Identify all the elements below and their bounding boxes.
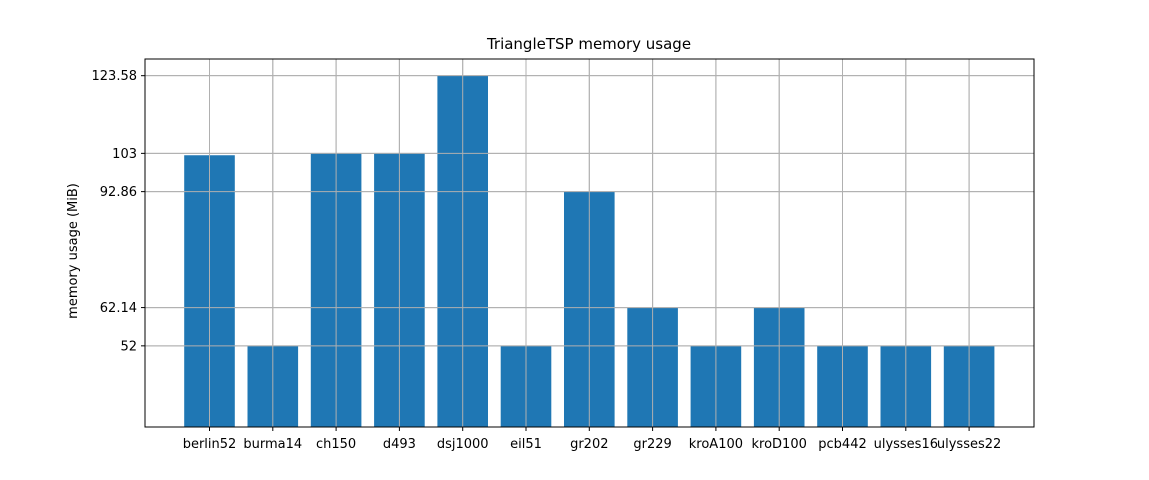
x-tick-label: eil51 <box>510 437 542 452</box>
x-tick-label: berlin52 <box>183 437 237 452</box>
y-tick-label: 62.14 <box>100 301 137 316</box>
x-tick-label: ch150 <box>316 437 356 452</box>
x-tick-label: kroA100 <box>689 437 743 452</box>
x-tick-label: kroD100 <box>752 437 807 452</box>
x-axis-ticks: berlin52 burma14 ch150 d493 dsj1000 eil51 gr20… <box>183 427 1001 452</box>
bars <box>145 59 1034 427</box>
x-tick-label: ulysses22 <box>937 437 1001 452</box>
y-tick-label: 52 <box>120 339 137 354</box>
y-tick-label: 103 <box>112 147 137 162</box>
y-axis-label: memory usage (MiB) <box>66 183 81 319</box>
y-tick-label: 92.86 <box>100 185 137 200</box>
x-tick-label: pcb442 <box>818 437 866 452</box>
y-axis-ticks: 52 62.14 92.86 103 123.58 <box>92 69 145 354</box>
x-tick-label: gr202 <box>570 437 608 452</box>
x-tick-label: dsj1000 <box>437 437 489 452</box>
y-tick-label: 123.58 <box>92 69 138 84</box>
chart-title: TriangleTSP memory usage <box>486 35 691 53</box>
x-tick-label: burma14 <box>243 437 302 452</box>
x-tick-label: d493 <box>383 437 416 452</box>
x-tick-label: gr229 <box>633 437 671 452</box>
x-tick-label: ulysses16 <box>874 437 938 452</box>
